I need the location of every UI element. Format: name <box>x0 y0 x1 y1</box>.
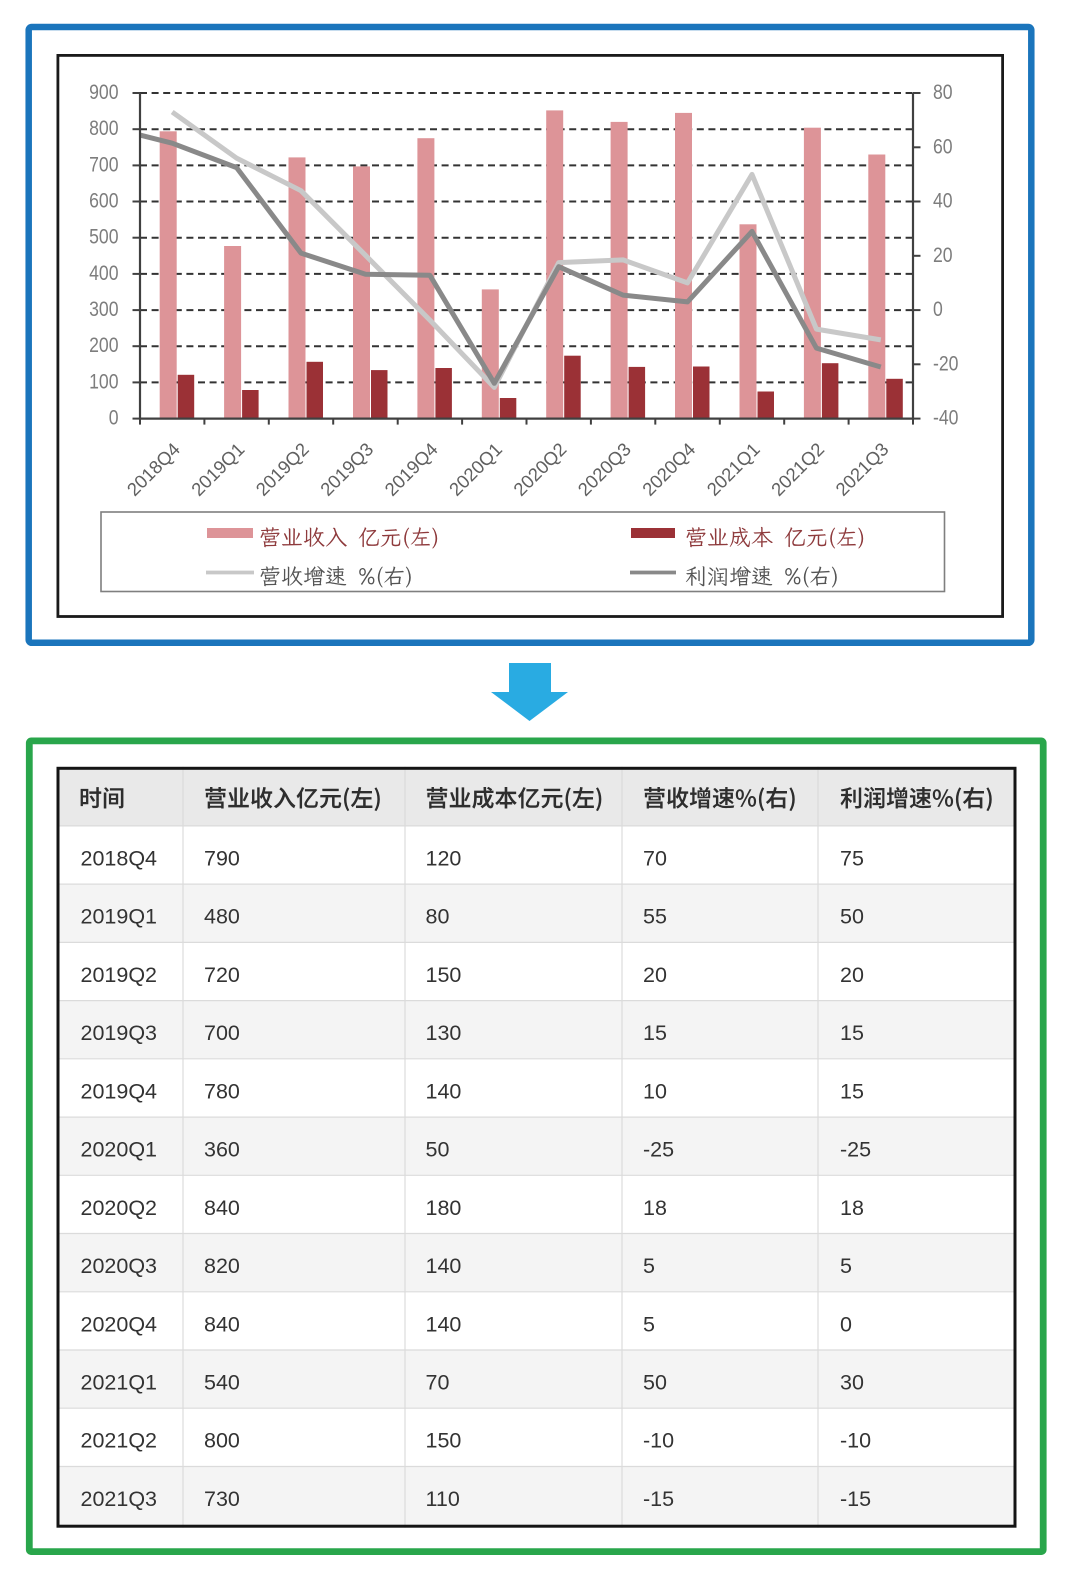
svg-text:2019Q1: 2019Q1 <box>81 905 158 929</box>
svg-text:140: 140 <box>426 1079 462 1103</box>
svg-text:0: 0 <box>840 1312 852 1336</box>
svg-text:40: 40 <box>933 190 953 213</box>
svg-text:150: 150 <box>426 1429 462 1453</box>
svg-text:50: 50 <box>840 905 864 929</box>
svg-text:800: 800 <box>89 117 118 140</box>
svg-text:500: 500 <box>89 226 118 249</box>
svg-text:820: 820 <box>204 1254 240 1278</box>
svg-text:15: 15 <box>643 1021 667 1045</box>
svg-text:360: 360 <box>204 1138 240 1162</box>
svg-text:18: 18 <box>840 1196 864 1220</box>
svg-text:2020Q4: 2020Q4 <box>81 1312 158 1336</box>
svg-text:2019Q4: 2019Q4 <box>81 1079 158 1103</box>
svg-text:840: 840 <box>204 1196 240 1220</box>
svg-text:2018Q4: 2018Q4 <box>81 846 158 870</box>
svg-text:730: 730 <box>204 1487 240 1511</box>
svg-text:75: 75 <box>840 846 864 870</box>
svg-text:2021Q2: 2021Q2 <box>81 1429 158 1453</box>
svg-text:5: 5 <box>840 1254 852 1278</box>
svg-text:30: 30 <box>840 1371 864 1395</box>
svg-text:200: 200 <box>89 334 118 357</box>
svg-text:100: 100 <box>89 370 118 393</box>
svg-text:0: 0 <box>933 298 943 321</box>
svg-text:2019Q3: 2019Q3 <box>81 1021 158 1045</box>
svg-text:-10: -10 <box>840 1429 871 1453</box>
svg-text:18: 18 <box>643 1196 667 1220</box>
svg-text:-40: -40 <box>933 407 959 430</box>
svg-text:70: 70 <box>426 1371 450 1395</box>
svg-text:10: 10 <box>643 1079 667 1103</box>
svg-text:-15: -15 <box>840 1487 871 1511</box>
svg-text:780: 780 <box>204 1079 240 1103</box>
svg-text:15: 15 <box>840 1079 864 1103</box>
svg-text:80: 80 <box>426 905 450 929</box>
svg-text:400: 400 <box>89 262 118 285</box>
svg-text:120: 120 <box>426 846 462 870</box>
svg-text:540: 540 <box>204 1371 240 1395</box>
svg-text:2019Q2: 2019Q2 <box>81 963 158 987</box>
svg-text:-10: -10 <box>643 1429 674 1453</box>
svg-text:50: 50 <box>643 1371 667 1395</box>
svg-text:15: 15 <box>840 1021 864 1045</box>
svg-text:600: 600 <box>89 190 118 213</box>
svg-text:180: 180 <box>426 1196 462 1220</box>
svg-text:0: 0 <box>109 407 119 430</box>
svg-text:2020Q1: 2020Q1 <box>81 1138 158 1162</box>
svg-text:2020Q3: 2020Q3 <box>81 1254 158 1278</box>
svg-text:-25: -25 <box>643 1138 674 1162</box>
svg-text:2021Q1: 2021Q1 <box>81 1371 158 1395</box>
svg-text:55: 55 <box>643 905 667 929</box>
svg-text:110: 110 <box>426 1487 460 1511</box>
svg-text:50: 50 <box>426 1138 450 1162</box>
svg-text:5: 5 <box>643 1254 655 1278</box>
svg-text:800: 800 <box>204 1429 240 1453</box>
svg-text:-15: -15 <box>643 1487 674 1511</box>
svg-text:300: 300 <box>89 298 118 321</box>
svg-text:140: 140 <box>426 1312 462 1336</box>
svg-text:60: 60 <box>933 135 953 158</box>
svg-text:5: 5 <box>643 1312 655 1336</box>
svg-text:700: 700 <box>204 1021 240 1045</box>
svg-text:-20: -20 <box>933 352 959 375</box>
svg-text:2021Q3: 2021Q3 <box>81 1487 158 1511</box>
svg-text:70: 70 <box>643 846 667 870</box>
svg-text:140: 140 <box>426 1254 462 1278</box>
svg-text:130: 130 <box>426 1021 462 1045</box>
svg-text:-25: -25 <box>840 1138 871 1162</box>
svg-text:840: 840 <box>204 1312 240 1336</box>
svg-text:720: 720 <box>204 963 240 987</box>
svg-text:2020Q2: 2020Q2 <box>81 1196 158 1220</box>
svg-text:20: 20 <box>643 963 667 987</box>
svg-text:790: 790 <box>204 846 240 870</box>
svg-text:20: 20 <box>840 963 864 987</box>
svg-text:150: 150 <box>426 963 462 987</box>
svg-text:900: 900 <box>89 81 118 104</box>
svg-text:700: 700 <box>89 153 118 176</box>
svg-text:80: 80 <box>933 81 953 104</box>
svg-text:20: 20 <box>933 244 953 267</box>
svg-text:480: 480 <box>204 905 240 929</box>
